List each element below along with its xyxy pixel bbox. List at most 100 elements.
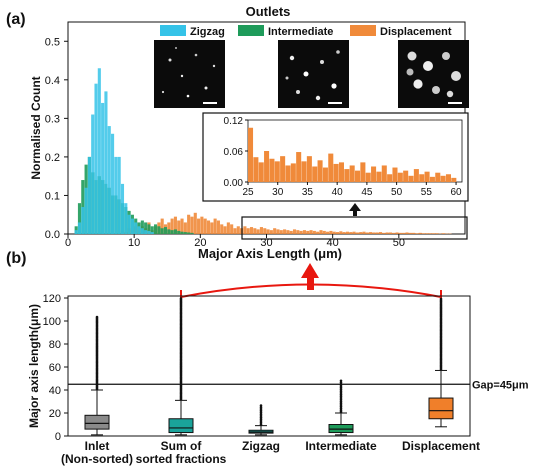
bar-zigzag [81, 207, 85, 234]
chart-a-title: Outlets [246, 4, 291, 19]
inset-bar [365, 172, 371, 182]
inset-y-tick-label: 0.00 [224, 178, 244, 189]
bar-zigzag [74, 230, 78, 234]
bar-intermediate [77, 203, 82, 234]
inset-bar [322, 167, 328, 182]
inset-bar [290, 163, 296, 182]
bar-displacement [352, 231, 356, 234]
bar-displacement [322, 230, 326, 234]
chart-b-y-axis: 0 20 40 60 80 100 120 [43, 293, 68, 443]
box-displacement [428, 397, 454, 420]
bar-displacement [187, 214, 191, 234]
panel-a-label: (a) [6, 11, 26, 28]
bar-intermediate [157, 226, 161, 234]
bar-intermediate [187, 232, 191, 234]
x-tick-label: 20 [194, 237, 206, 249]
bar-intermediate [154, 224, 158, 234]
bar-displacement [190, 216, 194, 234]
category-label: (Non-sorted) [61, 452, 133, 466]
inset-bar [440, 175, 446, 182]
x-tick-label: 30 [260, 237, 272, 249]
bar-displacement [408, 232, 412, 234]
inset-x-tick-label: 50 [391, 187, 403, 198]
bar-displacement [223, 226, 227, 234]
bar-displacement [418, 232, 422, 234]
bar-displacement [206, 220, 211, 234]
bar-intermediate [177, 230, 181, 234]
bar-displacement [183, 222, 187, 234]
bar-zigzag [130, 218, 134, 234]
bar-zigzag [134, 222, 138, 234]
bar-intermediate [163, 227, 168, 234]
inset-x-tick-label: 25 [242, 187, 254, 198]
bar-displacement [375, 232, 379, 234]
bar-displacement [292, 229, 297, 234]
bar-zigzag [77, 222, 82, 234]
inset-axes: 0.00 0.06 0.12 25 30 35 40 45 50 55 60 [224, 116, 463, 198]
bar-displacement [398, 232, 402, 234]
bar-displacement [263, 228, 267, 234]
y-tick-label: 80 [49, 339, 61, 351]
bar-displacement [309, 230, 313, 234]
bar-zigzag [144, 230, 148, 234]
inset-bar [248, 127, 254, 182]
bar-displacement [302, 230, 306, 234]
bar-zigzag [87, 156, 91, 234]
inset-x-tick-label: 55 [421, 187, 433, 198]
inset-x-tick-label: 30 [272, 187, 284, 198]
bar-displacement [230, 224, 234, 234]
bar-displacement [203, 218, 207, 234]
legend-swatch-zigzag [160, 25, 186, 36]
red-bracket-curve [180, 283, 442, 298]
inset-bar [435, 172, 441, 182]
bar-zigzag [91, 114, 95, 234]
inset-x-tick-label: 45 [361, 187, 373, 198]
inset-bar [381, 165, 387, 182]
bar-displacement [412, 232, 416, 234]
box-inlet [84, 414, 110, 430]
y-tick-label: 40 [49, 385, 61, 397]
chart-a-legend: Zigzag Intermediate Displacement [160, 25, 452, 38]
bar-displacement [372, 232, 376, 234]
y-tick-label: 0.2 [45, 152, 60, 164]
inset-x-tick-label: 40 [332, 187, 344, 198]
x-tick-label: 0 [65, 237, 71, 249]
bar-displacement [233, 228, 237, 234]
y-tick-label: 0.5 [45, 36, 60, 48]
inset-bar [253, 157, 259, 182]
inset-bar [376, 171, 382, 182]
bar-displacement [193, 212, 197, 234]
bar-displacement [249, 227, 254, 234]
inset-bar [344, 169, 350, 182]
bar-intermediate [167, 229, 171, 234]
y-tick-label: 0.3 [45, 113, 60, 125]
inset-y-tick-label: 0.12 [224, 116, 244, 127]
bar-zigzag [124, 203, 128, 234]
bar-displacement [362, 231, 366, 234]
bar-displacement [345, 231, 350, 234]
bar-zigzag [120, 183, 125, 234]
bar-displacement [213, 218, 217, 234]
bar-displacement [226, 222, 230, 234]
bar-displacement [167, 222, 171, 234]
inset-bar [258, 162, 264, 182]
inset-bar [451, 177, 457, 182]
bar-displacement [273, 228, 277, 234]
chart-a-ylabel: Normalised Count [29, 76, 43, 179]
inset-bars [248, 127, 457, 182]
chart-a-y-axis: 0.0 0.1 0.2 0.3 0.4 0.5 [45, 36, 68, 241]
y-tick-label: 60 [49, 362, 61, 374]
bar-displacement [256, 229, 260, 234]
x-tick-label: 10 [128, 237, 140, 249]
bar-zigzag [97, 68, 101, 234]
micrograph-zigzag [154, 40, 225, 108]
bar-displacement [316, 231, 320, 234]
bar-displacement [335, 232, 340, 234]
bar-displacement [253, 228, 257, 234]
bar-displacement [428, 233, 432, 234]
bar-displacement [329, 230, 333, 234]
chart-a-x-axis: 0 10 20 30 40 50 [65, 234, 405, 249]
category-label: Zigzag [242, 439, 280, 453]
bar-displacement [246, 228, 250, 234]
